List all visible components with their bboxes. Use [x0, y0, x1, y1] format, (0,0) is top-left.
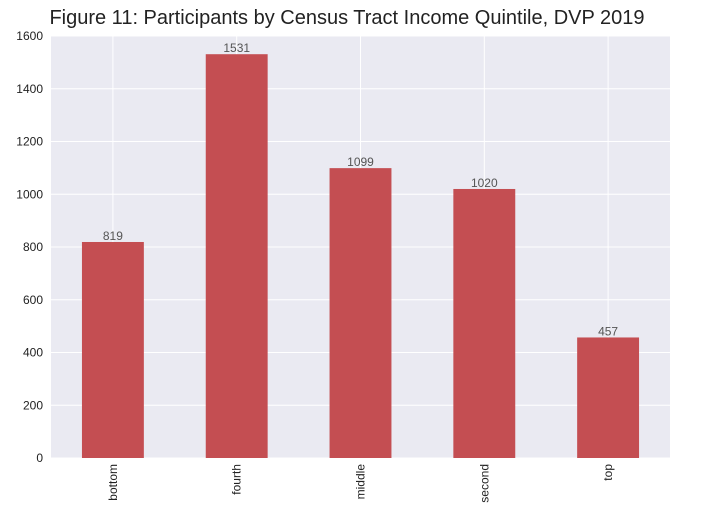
y-axis-tick-labels: 0 200 400 600 800 1000 1200 1400 1600: [16, 29, 43, 465]
y-tick-label: 1600: [16, 29, 43, 43]
data-label-second: 1020: [471, 176, 498, 190]
bar-fourth: [205, 54, 268, 458]
y-tick-label: 1000: [16, 187, 43, 201]
y-tick-label: 800: [23, 240, 43, 254]
x-tick-label-middle: middle: [354, 464, 368, 500]
y-tick-label: 1200: [16, 135, 43, 149]
data-label-top: 457: [598, 324, 618, 338]
x-tick-label-top: top: [601, 464, 615, 481]
bar-top: [577, 337, 640, 458]
x-axis-tick-labels: bottom fourth middle second top: [106, 464, 615, 503]
chart-title: Figure 11: Participants by Census Tract …: [49, 7, 644, 29]
y-tick-label: 0: [36, 451, 43, 465]
x-tick-label-fourth: fourth: [230, 464, 244, 495]
bars: [81, 54, 640, 459]
data-labels: 819 1531 1099 1020 457: [103, 41, 619, 338]
x-tick-label-bottom: bottom: [106, 464, 120, 501]
bar-middle: [329, 168, 392, 459]
bar-second: [453, 188, 516, 458]
data-label-middle: 1099: [347, 155, 374, 169]
data-label-bottom: 819: [103, 229, 123, 243]
y-tick-label: 600: [23, 293, 43, 307]
bar-bottom: [81, 241, 144, 458]
y-tick-label: 200: [23, 398, 43, 412]
x-tick-label-second: second: [477, 464, 491, 503]
y-tick-label: 1400: [16, 82, 43, 96]
data-label-fourth: 1531: [223, 41, 250, 55]
y-tick-label: 400: [23, 346, 43, 360]
